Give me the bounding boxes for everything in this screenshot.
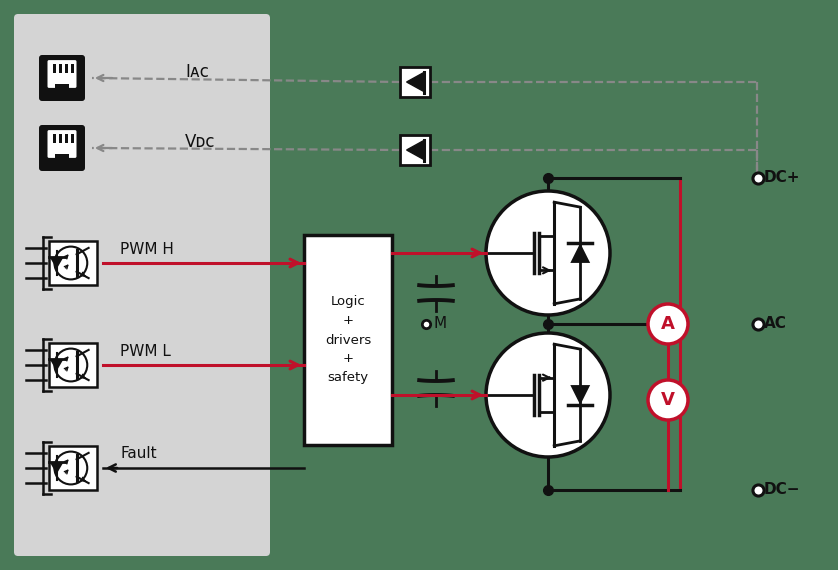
Bar (54, 154, 70, 161)
Bar (54, 84, 70, 91)
Text: Iᴀᴄ: Iᴀᴄ (185, 63, 209, 81)
Bar (59, 64, 62, 73)
Bar (53, 133, 55, 143)
Polygon shape (571, 385, 590, 405)
Bar (53, 64, 55, 73)
Text: V: V (661, 391, 675, 409)
Polygon shape (49, 462, 64, 474)
Circle shape (648, 380, 688, 420)
FancyBboxPatch shape (14, 14, 270, 556)
Bar (400, 67, 430, 97)
Bar (304, 235, 392, 445)
Text: AC: AC (764, 316, 787, 332)
Text: PWM H: PWM H (120, 242, 173, 256)
Text: PWM L: PWM L (120, 344, 171, 359)
Polygon shape (571, 243, 590, 263)
Text: DC−: DC− (764, 482, 800, 498)
FancyBboxPatch shape (48, 60, 76, 88)
Bar (49, 242, 97, 284)
Circle shape (486, 191, 610, 315)
FancyBboxPatch shape (39, 125, 85, 171)
Text: M: M (433, 316, 446, 332)
Polygon shape (49, 257, 64, 269)
FancyBboxPatch shape (39, 55, 85, 101)
Circle shape (486, 333, 610, 457)
Text: A: A (661, 315, 675, 333)
Polygon shape (406, 140, 424, 160)
Text: Fault: Fault (120, 446, 157, 462)
Polygon shape (406, 72, 424, 92)
Text: DC+: DC+ (764, 170, 800, 185)
Bar (65, 133, 68, 143)
Bar (400, 135, 430, 165)
Polygon shape (49, 359, 64, 371)
Text: Logic
+
drivers
+
safety: Logic + drivers + safety (325, 295, 371, 385)
Text: Vᴅᴄ: Vᴅᴄ (185, 133, 215, 151)
Bar (71, 64, 74, 73)
Bar (59, 133, 62, 143)
Bar (49, 446, 97, 490)
Bar (65, 64, 68, 73)
Circle shape (648, 304, 688, 344)
Bar (49, 343, 97, 386)
Bar (71, 133, 74, 143)
FancyBboxPatch shape (48, 130, 76, 158)
